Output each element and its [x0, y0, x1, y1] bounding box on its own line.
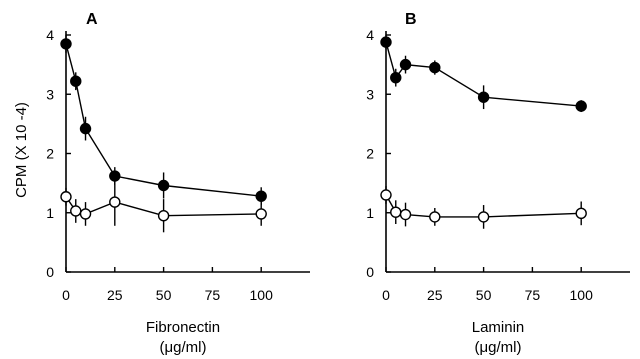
panel-b-open-series-point: [477, 211, 490, 223]
panel-a-open-series-point: [109, 196, 121, 208]
panel-b-y-tick-label: 1: [366, 205, 374, 221]
panel-b-label: B: [405, 11, 417, 28]
panel-a-label: A: [86, 11, 98, 28]
panel-a-filled-series-point: [255, 190, 267, 202]
panel-a-x-tick-label: 50: [156, 287, 172, 303]
panel-b-x-tick-label: 75: [525, 287, 541, 303]
panel-a-xlabel-line2: (μg/ml): [160, 339, 207, 356]
panel-a-y-tick-label: 2: [46, 146, 54, 162]
panel-b-open-series-point: [399, 208, 412, 221]
panel-b-open-series-point: [429, 211, 441, 223]
panel-a-x-tick-label: 100: [250, 287, 274, 303]
panel-b-y-tick-label: 3: [366, 86, 374, 102]
panel-a-open-series-point: [255, 208, 267, 220]
panel-a-open-series-point: [60, 191, 72, 203]
panel-a-filled-series-line: [65, 43, 262, 197]
panel-b-filled-series-point: [390, 71, 402, 84]
panel-a: A Fibronectin (μg/ml) 0 1 2 3 4 0 25 50 75 100: [46, 11, 310, 356]
panel-a-x-tick-label: 25: [107, 287, 123, 303]
panel-b-xlabel-line2: (μg/ml): [475, 339, 522, 356]
panel-b-y-tick-label: 0: [366, 264, 374, 280]
panel-b-filled-series-point: [380, 36, 392, 48]
panel-a-filled-series-point: [60, 38, 72, 50]
panel-b-filled-series-point: [429, 61, 441, 74]
panel-b-open-series-point: [575, 207, 587, 220]
panel-b-filled-series-point: [399, 58, 412, 71]
panel-b-open-series-point: [380, 189, 392, 201]
panel-a-filled-series-point: [157, 179, 170, 192]
panel-a-y-tick-label: 1: [46, 205, 54, 221]
panel-b-x-tick-label: 0: [382, 287, 390, 303]
panel-a-x-tick-label: 0: [62, 287, 70, 303]
panel-b-filled-series-point: [477, 91, 490, 103]
panel-b-filled-series-line: [385, 41, 582, 107]
panel-b-y-tick-label: 4: [366, 27, 374, 43]
panel-a-y-tick-label: 0: [46, 264, 54, 280]
panel-a-x-tick-label: 75: [205, 287, 221, 303]
panel-b-x-tick-label: 25: [427, 287, 443, 303]
panel-b-xlabel-line1: Laminin: [472, 319, 525, 336]
panel-b-x-tick-label: 50: [476, 287, 492, 303]
panel-a-open-series-point: [70, 205, 82, 217]
panel-a-y-tick-label: 3: [46, 86, 54, 102]
panel-b-filled-series-point: [575, 100, 587, 112]
panel-a-xlabel-line1: Fibronectin: [146, 319, 220, 336]
panel-b-open-series-point: [390, 206, 402, 218]
y-axis-label: CPM (X 10 -4): [13, 102, 30, 198]
panel-b-y-tick-label: 2: [366, 146, 374, 162]
panel-a-open-series-point: [79, 208, 92, 220]
panel-a-y-tick-label: 4: [46, 27, 54, 43]
panel-a-filled-series-point: [70, 75, 82, 87]
panel-b: B Laminin (μg/ml) 0 1 2 3 4 0 25 50 75 100: [366, 11, 630, 356]
panel-a-open-series-point: [157, 210, 170, 222]
panel-b-x-tick-label: 100: [570, 287, 594, 303]
panel-a-filled-series-point: [79, 122, 92, 135]
